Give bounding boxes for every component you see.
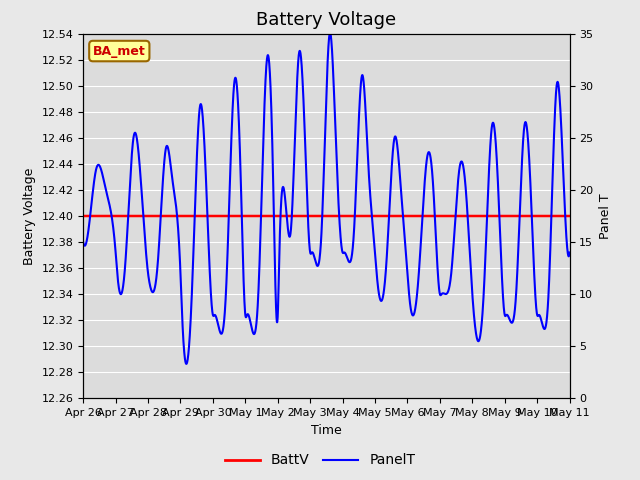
X-axis label: Time: Time	[311, 424, 342, 437]
Title: Battery Voltage: Battery Voltage	[257, 11, 396, 29]
Text: BA_met: BA_met	[93, 45, 146, 58]
Y-axis label: Battery Voltage: Battery Voltage	[23, 168, 36, 264]
Y-axis label: Panel T: Panel T	[599, 193, 612, 239]
Legend: BattV, PanelT: BattV, PanelT	[220, 448, 420, 473]
